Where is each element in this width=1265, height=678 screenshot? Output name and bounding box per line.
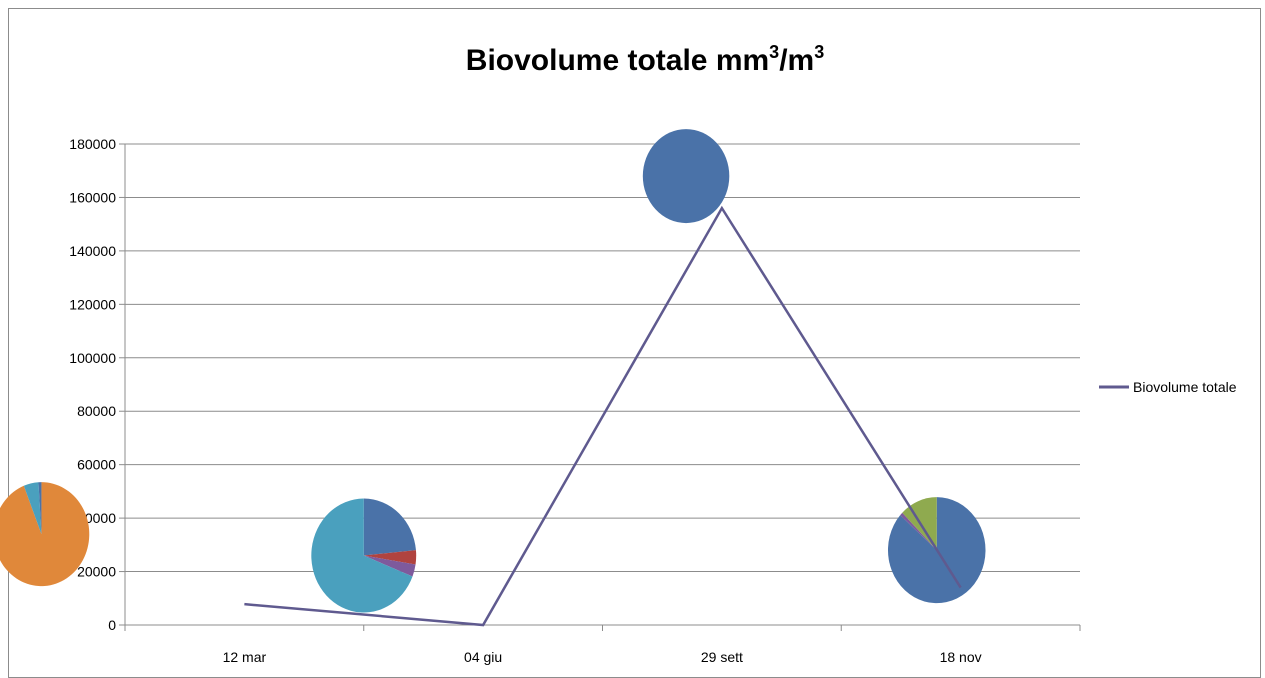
pie-1-slice-2 (363, 555, 416, 577)
series-lines (244, 205, 962, 627)
pie-insets (0, 129, 986, 613)
y-tick-label-20000: 20000 (77, 564, 116, 580)
y-tick-label-60000: 60000 (77, 457, 116, 473)
chart-title: Biovolume totale mm3/m3 (466, 42, 824, 77)
chart-title-main: Biovolume totale mm (466, 44, 769, 77)
pie-1-slice-0 (363, 498, 416, 556)
pie-1-slice-3 (311, 498, 413, 613)
pie-1-slice-1 (363, 550, 417, 565)
pie-3-slice-1 (900, 512, 937, 551)
pie-2-slice-0 (642, 129, 730, 224)
y-tick-label-120000: 120000 (69, 296, 116, 312)
pie-0-slice-0 (0, 482, 90, 587)
pie-0-slice-1 (23, 482, 42, 535)
chart-title-sup1: 3 (769, 42, 779, 62)
x-tick-label-2: 29 sett (701, 649, 743, 665)
chart-title-mid: /m (779, 44, 814, 77)
pie-0-slice-2 (38, 482, 42, 535)
y-tick-label-180000: 180000 (69, 136, 116, 152)
y-tick-label-100000: 100000 (69, 350, 116, 366)
y-tick-label-0: 0 (108, 617, 116, 633)
y-tick-label-80000: 80000 (77, 403, 116, 419)
y-tick-label-140000: 140000 (69, 243, 116, 259)
x-tick-label-0: 12 mar (223, 649, 267, 665)
legend: Biovolume totale (1099, 379, 1237, 395)
x-tick-label-1: 04 giu (464, 649, 502, 665)
y-tick-label-160000: 160000 (69, 189, 116, 205)
chart-title-sup2: 3 (814, 42, 824, 62)
axes: 0200004000060000800001000001200001400001… (69, 136, 1081, 665)
x-tick-label-3: 18 nov (940, 649, 982, 665)
series-line-0 (244, 205, 962, 627)
legend-label: Biovolume totale (1133, 379, 1237, 395)
